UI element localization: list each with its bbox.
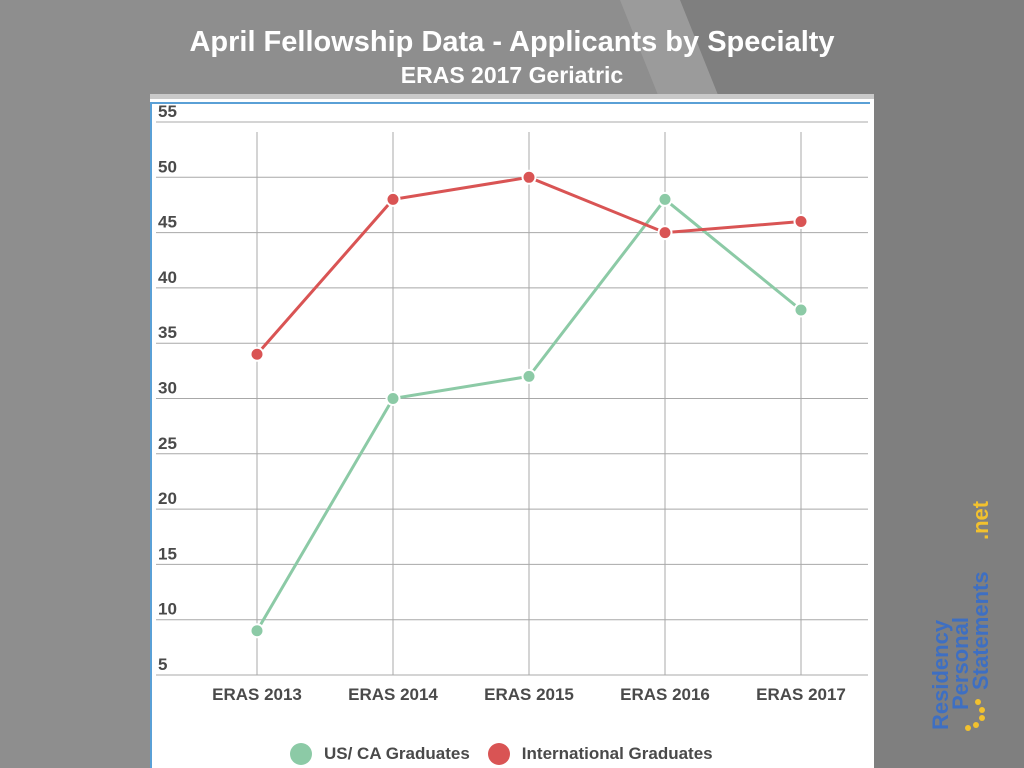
- y-tick-label-50: 50: [158, 157, 177, 176]
- x-tick-label-3: ERAS 2016: [620, 685, 710, 704]
- x-tick-label-0: ERAS 2013: [212, 685, 302, 704]
- legend-marker-us-ca: [290, 743, 312, 765]
- y-tick-label-5: 5: [158, 655, 167, 674]
- x-tick-label-1: ERAS 2014: [348, 685, 438, 704]
- slide-title: April Fellowship Data - Applicants by Sp…: [189, 26, 835, 58]
- y-tick-label-55: 55: [158, 102, 177, 121]
- y-tick-label-25: 25: [158, 434, 177, 453]
- logo-line1: Residency: [930, 619, 953, 730]
- series-0-point-0: [249, 623, 265, 639]
- y-tick-label-15: 15: [158, 544, 177, 563]
- series-1-point-3: [657, 225, 673, 241]
- chart-frame: [150, 102, 870, 768]
- y-tick-label-20: 20: [158, 489, 177, 508]
- series-0-point-2: [521, 368, 537, 384]
- chart-panel: 5 10 15 20 25 30 35 40 45 50 55 ERAS 2013 ERAS 2014 E…: [150, 94, 874, 768]
- y-tick-label-45: 45: [158, 213, 177, 232]
- logo-dots-icon: [965, 699, 985, 731]
- y-tick-label-10: 10: [158, 600, 177, 619]
- legend-item-us-ca[interactable]: US/ CA Graduates: [290, 743, 470, 765]
- legend-marker-international: [487, 743, 510, 765]
- series-0-point-4: [793, 302, 809, 318]
- chart-top-rule: [150, 94, 874, 99]
- line-chart: 5 10 15 20 25 30 35 40 45 50 55 ERAS 2013 ERAS 2014 E…: [156, 102, 868, 704]
- logo-line2: Personal: [948, 617, 973, 710]
- logo-line3: Statements: [968, 571, 993, 690]
- y-tick-label-40: 40: [158, 268, 177, 287]
- series-0-point-1: [385, 391, 401, 406]
- series-1-point-1: [385, 191, 401, 207]
- site-logo: Residency Personal Statements .net: [928, 440, 1000, 740]
- x-tick-label-4: ERAS 2017: [756, 685, 846, 704]
- x-tick-label-2: ERAS 2015: [484, 685, 574, 704]
- logo-graphic: Residency Personal Statements .net: [928, 500, 993, 731]
- legend-item-international[interactable]: International Graduates: [487, 743, 713, 765]
- legend-label-international: International Graduates: [521, 744, 713, 763]
- legend-label-us-ca: US/ CA Graduates: [324, 744, 470, 763]
- y-tick-label-30: 30: [158, 379, 177, 398]
- series-1-point-2: [521, 169, 537, 185]
- chart-legend: US/ CA Graduates International Graduates: [290, 742, 731, 766]
- y-tick-label-35: 35: [158, 323, 177, 342]
- logo-suffix: .net: [968, 500, 993, 540]
- slide-subtitle: ERAS 2017 Geriatric: [400, 62, 624, 88]
- series-0-point-3: [657, 191, 673, 207]
- series-1-point-0: [249, 346, 265, 362]
- series-1-point-4: [793, 214, 809, 230]
